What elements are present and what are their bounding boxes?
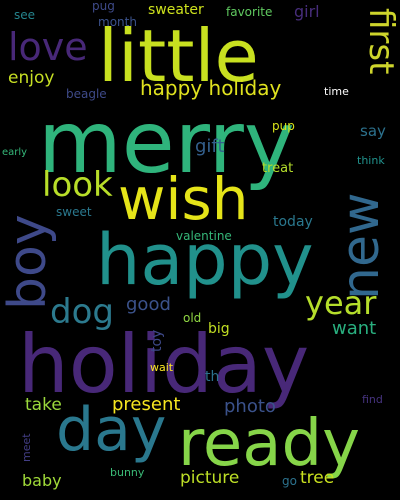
word-th: th <box>205 369 220 385</box>
word-take: take <box>25 395 62 415</box>
word-big: big <box>208 321 230 337</box>
word-pug: pug <box>92 0 115 13</box>
word-time: time <box>324 85 349 98</box>
word-say: say <box>360 122 386 140</box>
word-find: find <box>362 393 383 406</box>
word-good: good <box>126 294 171 315</box>
word-treat: treat <box>262 161 294 176</box>
word-toy: toy <box>149 329 165 352</box>
word-day: day <box>56 395 167 465</box>
word-valentine: valentine <box>176 229 232 243</box>
word-wish: wish <box>118 165 249 233</box>
word-wait: wait <box>150 361 174 374</box>
word-old: old <box>183 311 202 325</box>
word-look: look <box>42 165 113 205</box>
word-today: today <box>273 214 313 230</box>
word-merry: merry <box>38 93 295 193</box>
word-boy: boy <box>0 214 58 310</box>
word-month: month <box>98 15 137 29</box>
word-meet: meet <box>20 433 33 462</box>
word-sweet: sweet <box>56 205 92 219</box>
word-beagle: beagle <box>66 87 107 101</box>
word-early: early <box>2 147 28 158</box>
word-love: love <box>8 25 88 69</box>
word-first: first <box>361 8 400 75</box>
word-holiday: holiday <box>18 318 310 411</box>
word-sweater: sweater <box>148 2 204 18</box>
word-pup: pup <box>272 119 295 133</box>
word-girl: girl <box>294 2 320 21</box>
word-dog: dog <box>50 292 114 332</box>
word-photo: photo <box>224 396 276 417</box>
word-think: think <box>357 154 385 167</box>
word-gift: gift <box>195 136 225 157</box>
word-ready: ready <box>178 407 360 481</box>
word-happy: happy <box>96 219 314 301</box>
word-year: year <box>305 284 377 322</box>
word-favorite: favorite <box>226 5 273 19</box>
word-picture: picture <box>180 468 240 488</box>
word-tree: tree <box>300 468 335 488</box>
word-want: want <box>332 318 377 339</box>
word-bunny: bunny <box>110 466 145 479</box>
word-little: little <box>98 14 259 98</box>
word-present: present <box>112 394 181 415</box>
word-see: see <box>14 8 36 22</box>
word-go: go <box>282 474 297 488</box>
word-enjoy: enjoy <box>8 68 55 88</box>
word-baby: baby <box>22 471 62 490</box>
word-happy-holiday: happy holiday <box>140 76 282 100</box>
